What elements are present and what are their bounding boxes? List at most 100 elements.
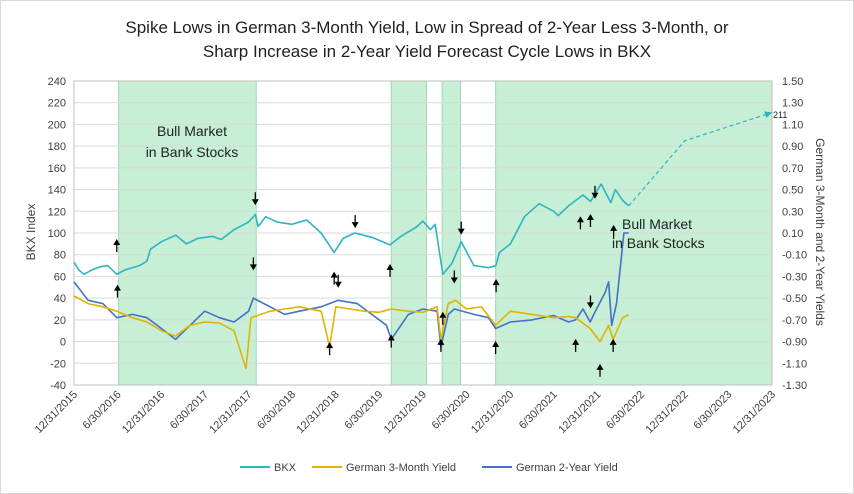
y-left-tick-label: 20: [54, 315, 66, 327]
y-right-tick-label: -0.30: [782, 271, 807, 283]
chart-title-line-1: Spike Lows in German 3-Month Yield, Low …: [125, 18, 729, 37]
gridlines: [73, 80, 773, 386]
arrow-head: [330, 271, 338, 278]
arrow-head: [386, 263, 394, 270]
arrow-up-yield: [596, 363, 604, 377]
y-left-tick-label: 100: [48, 228, 66, 240]
annotation-2-line-2: in Bank Stocks: [612, 235, 705, 251]
arrow-head: [439, 311, 447, 318]
arrow-up-bkx: [439, 311, 447, 325]
forecast-arrowhead: [764, 111, 772, 118]
arrow-down-bkx: [591, 185, 599, 199]
y-right-tick-label: -1.30: [782, 380, 807, 392]
arrow-head: [351, 222, 359, 229]
y-right-tick-label: -1.10: [782, 358, 807, 370]
forecast-value-label: 211: [773, 110, 787, 120]
y-left-tick-label: 40: [54, 293, 66, 305]
y-left-tick-label: 240: [48, 76, 66, 88]
arrow-head: [334, 281, 342, 288]
forecast-line: [628, 111, 773, 207]
arrow-head: [492, 279, 500, 286]
arrow-head: [249, 264, 257, 271]
y-right-tick-label: -0.50: [782, 293, 807, 305]
x-tick-label: 12/31/2023: [731, 389, 778, 436]
x-tick-label: 12/31/2017: [207, 389, 254, 436]
arrow-up-yield: [326, 342, 334, 356]
legend: BKX German 3-Month Yield German 2-Year Y…: [240, 462, 618, 474]
annotation-1-line-1: Bull Market: [157, 123, 227, 139]
x-tick-label: 12/31/2018: [294, 389, 341, 436]
y-left-tick-label: 160: [48, 163, 66, 175]
x-tick-label: 12/31/2022: [643, 389, 690, 436]
x-tick-label: 6/30/2018: [255, 389, 298, 432]
x-tick-label: 6/30/2019: [342, 389, 385, 432]
chart-title-line-2: Sharp Increase in 2-Year Yield Forecast …: [203, 42, 651, 61]
series-line-bkx: [73, 183, 630, 276]
x-tick-label: 12/31/2020: [469, 389, 516, 436]
y-right-tick-label: 0.30: [782, 206, 803, 218]
x-tick-label: 6/30/2023: [691, 389, 734, 432]
arrow-head: [387, 334, 395, 341]
arrow-up-bkx: [113, 284, 121, 298]
x-tick-label: 12/31/2016: [120, 389, 167, 436]
arrow-head: [609, 338, 617, 345]
series-line-german-2-year-yield: [73, 232, 629, 348]
arrow-head: [113, 239, 121, 245]
y-right-tick-label: 1.30: [782, 98, 803, 110]
arrow-down-bkx: [351, 215, 359, 229]
annotation-1-line-2: in Bank Stocks: [146, 144, 239, 160]
arrow-head: [326, 342, 334, 349]
y-left-tick-label: 120: [48, 206, 66, 218]
x-tick-label: 6/30/2016: [81, 389, 124, 432]
legend-label-german-2y: German 2-Year Yield: [516, 462, 618, 474]
arrow-down-yield: [249, 257, 257, 271]
y-right-tick-label: 1.50: [782, 76, 803, 88]
y-left-tick-label: 80: [54, 250, 66, 262]
x-tick-label: 6/30/2017: [168, 389, 211, 432]
y-left-tick-label: 180: [48, 141, 66, 153]
cycle-low-arrows: [113, 185, 618, 377]
y-left-tick-label: 0: [60, 337, 66, 349]
y-left-tick-label: -40: [50, 380, 66, 392]
arrow-up-bkx: [610, 224, 618, 238]
forecast-dashed-line: [628, 111, 773, 207]
series-layer: [73, 183, 630, 370]
arrow-up-yield: [113, 239, 121, 252]
arrow-up-bkx: [586, 214, 594, 228]
arrow-head: [251, 199, 259, 206]
arrow-down-yield: [450, 270, 458, 284]
plot-area-border: [73, 80, 773, 386]
y-left-tick-label: 140: [48, 185, 66, 197]
annotation-bull-market-1: Bull Market in Bank Stocks: [146, 123, 239, 160]
y-left-tick-label: 200: [48, 119, 66, 131]
arrow-down-yield: [586, 295, 594, 309]
y-right-tick-label: -0.10: [782, 250, 807, 262]
legend-label-german-3m: German 3-Month Yield: [346, 462, 456, 474]
legend-label-bkx: BKX: [274, 462, 297, 474]
arrow-down-bkx: [251, 192, 259, 206]
y-right-tick-label: 0.10: [782, 228, 803, 240]
y-left-tick-label: -20: [50, 358, 66, 370]
x-tick-label: 6/30/2021: [517, 389, 560, 432]
y-right-tick-label: 1.10: [782, 119, 803, 131]
x-tick-label: 12/31/2015: [33, 389, 80, 436]
arrow-up-bkx: [576, 216, 584, 230]
arrow-head: [113, 284, 121, 291]
arrow-head: [596, 363, 604, 370]
arrow-down-yield: [334, 274, 342, 288]
arrow-up-yield: [572, 338, 580, 352]
arrow-head: [576, 216, 584, 223]
y-right-tick-label: 0.70: [782, 163, 803, 175]
annotation-2-line-1: Bull Market: [622, 216, 692, 232]
arrow-head: [572, 338, 580, 345]
series-line-german-3-month-yield: [73, 295, 630, 370]
y-left-tick-label: 220: [48, 98, 66, 110]
y-left-tick-label: 60: [54, 271, 66, 283]
arrow-head: [586, 214, 594, 221]
x-tick-label: 12/31/2019: [382, 389, 429, 436]
arrow-up-yield: [609, 338, 617, 352]
arrow-up-bkx: [330, 271, 338, 285]
y-right-tick-label: -0.90: [782, 337, 807, 349]
arrow-up-yield: [437, 338, 445, 352]
x-tick-label: 6/30/2020: [430, 389, 473, 432]
